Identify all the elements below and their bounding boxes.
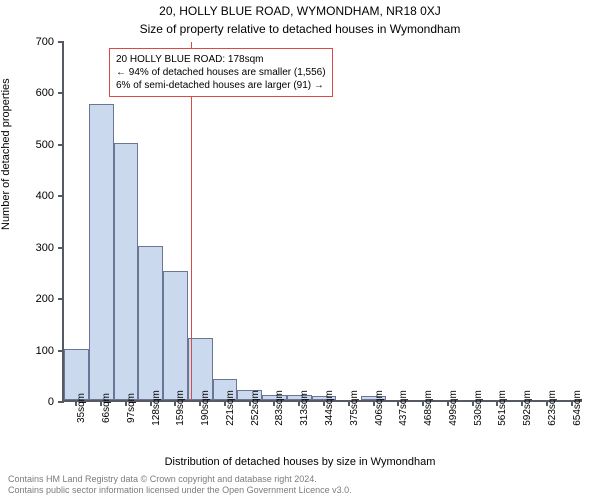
x-tick-label: 561sqm bbox=[497, 390, 508, 426]
x-tick-label: 313sqm bbox=[299, 390, 310, 426]
x-tick-label: 221sqm bbox=[225, 390, 236, 426]
x-tick-label: 252sqm bbox=[250, 390, 261, 426]
x-tick-label: 592sqm bbox=[522, 390, 533, 426]
chart-container: 20, HOLLY BLUE ROAD, WYMONDHAM, NR18 0XJ… bbox=[0, 0, 600, 500]
x-tick-label: 190sqm bbox=[200, 390, 211, 426]
annotation-box: 20 HOLLY BLUE ROAD: 178sqm← 94% of detac… bbox=[109, 48, 333, 97]
y-tick bbox=[58, 401, 64, 403]
x-tick-label: 128sqm bbox=[151, 390, 162, 426]
histogram-bar bbox=[138, 246, 163, 400]
x-tick-label: 406sqm bbox=[374, 390, 385, 426]
x-axis-label: Distribution of detached houses by size … bbox=[0, 456, 600, 468]
x-tick-label: 654sqm bbox=[572, 390, 583, 426]
x-tick-label: 159sqm bbox=[175, 390, 186, 426]
y-tick bbox=[58, 247, 64, 249]
x-tick-label: 468sqm bbox=[423, 390, 434, 426]
y-tick-label: 400 bbox=[36, 190, 54, 202]
y-tick-label: 200 bbox=[36, 293, 54, 305]
y-tick bbox=[58, 92, 64, 94]
y-tick-label: 0 bbox=[48, 396, 54, 408]
footer-line2: Contains public sector information licen… bbox=[8, 485, 352, 496]
histogram-bar bbox=[89, 104, 114, 400]
x-tick-label: 623sqm bbox=[547, 390, 558, 426]
annotation-line: 20 HOLLY BLUE ROAD: 178sqm bbox=[116, 53, 326, 66]
y-tick-label: 300 bbox=[36, 242, 54, 254]
histogram-bar bbox=[114, 143, 139, 400]
x-tick-label: 530sqm bbox=[473, 390, 484, 426]
x-tick-label: 375sqm bbox=[349, 390, 360, 426]
y-axis-label: Number of detached properties bbox=[0, 78, 12, 230]
x-tick-label: 344sqm bbox=[324, 390, 335, 426]
x-tick-label: 97sqm bbox=[126, 393, 137, 423]
title-main: 20, HOLLY BLUE ROAD, WYMONDHAM, NR18 0XJ bbox=[0, 4, 600, 18]
y-tick bbox=[58, 195, 64, 197]
x-tick-label: 437sqm bbox=[398, 390, 409, 426]
x-tick-label: 499sqm bbox=[448, 390, 459, 426]
histogram-bar bbox=[163, 271, 188, 400]
x-tick-label: 283sqm bbox=[274, 390, 285, 426]
y-tick-label: 600 bbox=[36, 87, 54, 99]
y-tick bbox=[58, 144, 64, 146]
y-tick bbox=[58, 298, 64, 300]
y-tick-label: 100 bbox=[36, 345, 54, 357]
x-tick-label: 35sqm bbox=[76, 393, 87, 423]
annotation-line: 6% of semi-detached houses are larger (9… bbox=[116, 79, 326, 92]
y-tick bbox=[58, 41, 64, 43]
y-tick-label: 700 bbox=[36, 36, 54, 48]
title-sub: Size of property relative to detached ho… bbox=[0, 22, 600, 36]
plot-area: 0100200300400500600700 35sqm66sqm97sqm12… bbox=[62, 42, 582, 402]
footer: Contains HM Land Registry data © Crown c… bbox=[8, 474, 352, 496]
footer-line1: Contains HM Land Registry data © Crown c… bbox=[8, 474, 352, 485]
annotation-line: ← 94% of detached houses are smaller (1,… bbox=[116, 66, 326, 79]
x-tick-label: 66sqm bbox=[101, 393, 112, 423]
y-tick-label: 500 bbox=[36, 139, 54, 151]
y-tick bbox=[58, 350, 64, 352]
